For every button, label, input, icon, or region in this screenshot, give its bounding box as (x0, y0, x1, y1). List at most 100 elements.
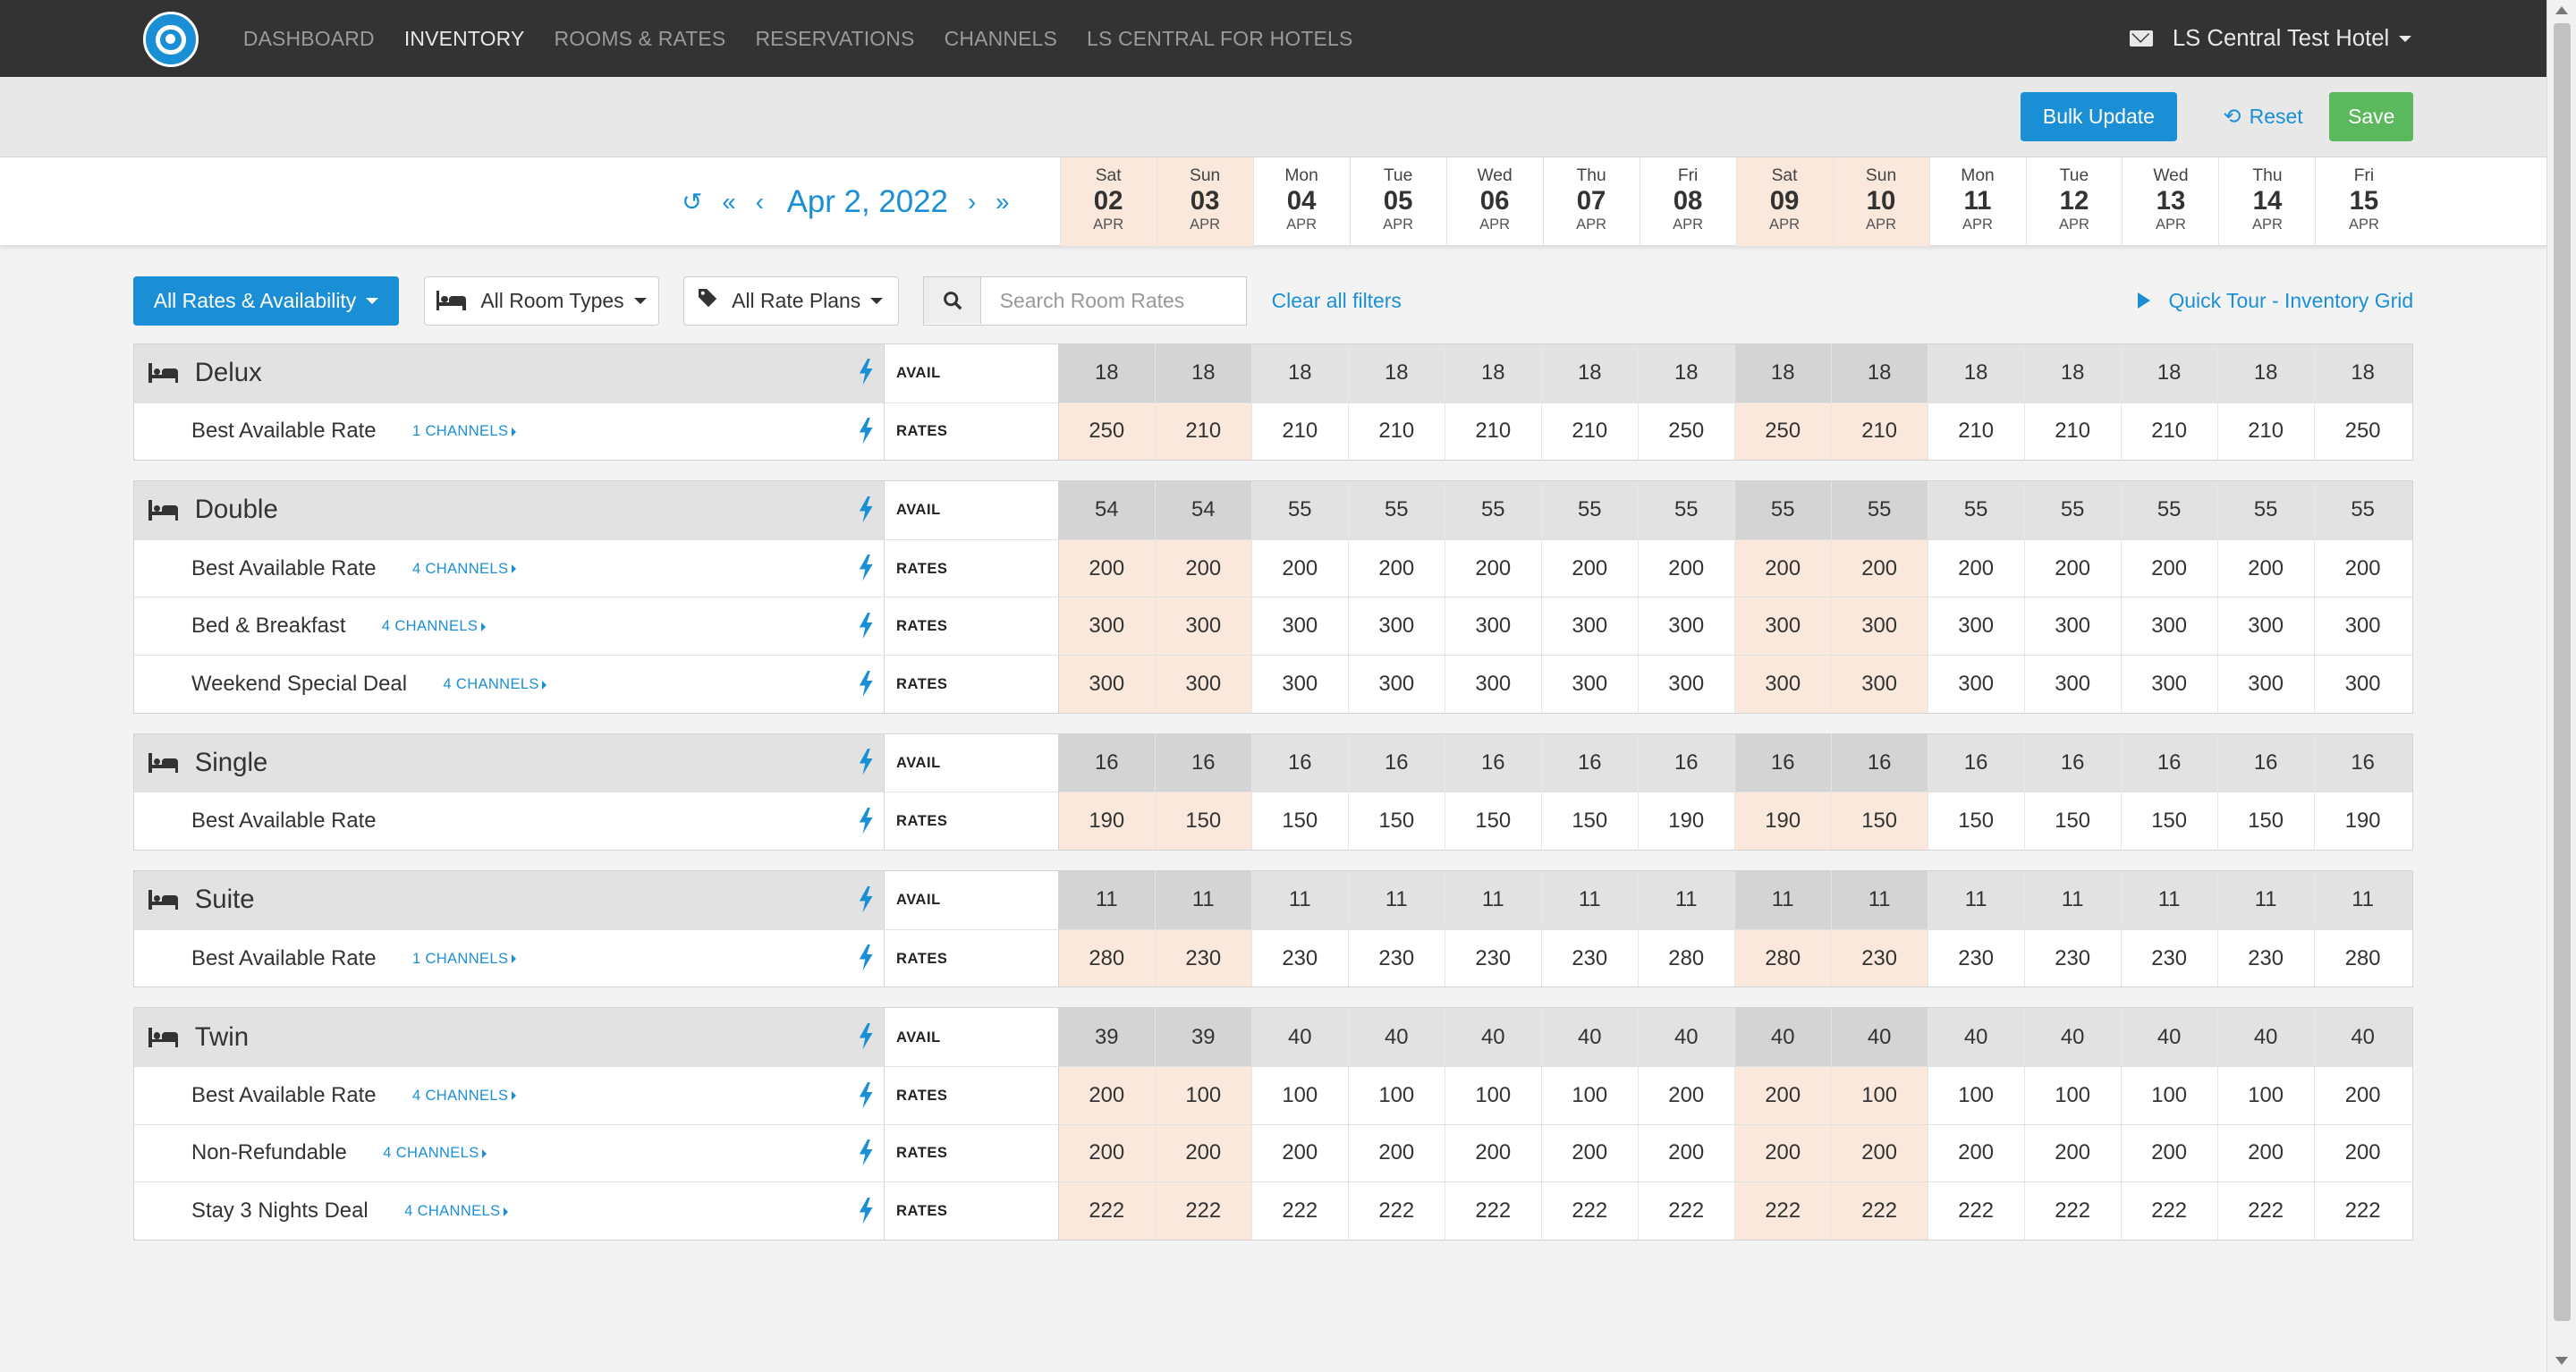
channels-link[interactable]: 4 CHANNELS (382, 617, 486, 635)
avail-cell[interactable]: 40 (2217, 1008, 2315, 1067)
quick-tour-link[interactable]: Quick Tour - Inventory Grid (2138, 276, 2413, 326)
lightning-icon[interactable] (858, 418, 874, 445)
rate-cell[interactable]: 300 (1734, 656, 1832, 713)
avail-cell[interactable]: 18 (1058, 343, 1156, 402)
avail-cell[interactable]: 11 (1155, 871, 1252, 929)
rate-cell[interactable]: 300 (2218, 597, 2315, 656)
avail-cell[interactable]: 18 (1348, 343, 1445, 402)
rate-cell[interactable]: 150 (2025, 792, 2122, 851)
rate-cell[interactable]: 280 (1058, 929, 1156, 987)
avail-cell[interactable]: 40 (1348, 1008, 1445, 1067)
rate-cell[interactable]: 230 (1349, 929, 1445, 987)
avail-cell[interactable]: 55 (1348, 481, 1445, 539)
rate-cell[interactable]: 150 (2218, 792, 2315, 851)
avail-cell[interactable]: 18 (1155, 343, 1252, 402)
clear-filters-link[interactable]: Clear all filters (1271, 288, 1402, 312)
avail-cell[interactable]: 39 (1155, 1008, 1252, 1067)
scroll-thumb[interactable] (2554, 22, 2571, 1321)
search-input[interactable] (981, 288, 1228, 313)
rate-cell[interactable]: 210 (1831, 402, 1928, 461)
avail-cell[interactable]: 18 (2121, 343, 2218, 402)
rate-cell[interactable]: 100 (1928, 1067, 2025, 1124)
vertical-scrollbar[interactable] (2546, 0, 2576, 1372)
day-column[interactable]: Mon 11 APR (1928, 157, 2026, 247)
rate-cell[interactable]: 200 (1349, 539, 1445, 597)
rate-cell[interactable]: 210 (1928, 402, 2025, 461)
rate-cell[interactable]: 230 (2218, 929, 2315, 987)
rate-cell[interactable]: 150 (2122, 792, 2218, 851)
rate-cell[interactable]: 300 (1445, 656, 1542, 713)
rate-cell[interactable]: 100 (1445, 1067, 1542, 1124)
avail-cell[interactable]: 11 (1734, 871, 1832, 929)
rate-cell[interactable]: 200 (1155, 1124, 1252, 1182)
avail-cell[interactable]: 11 (2024, 871, 2122, 929)
avail-cell[interactable]: 55 (1831, 481, 1928, 539)
avail-cell[interactable]: 55 (1445, 481, 1542, 539)
rate-cell[interactable]: 150 (1155, 792, 1252, 851)
day-column[interactable]: Thu 07 APR (1542, 157, 1640, 247)
day-column[interactable]: Sat 09 APR (1735, 157, 1833, 247)
rate-cell[interactable]: 100 (2218, 1067, 2315, 1124)
rate-cell[interactable]: 200 (2218, 1124, 2315, 1182)
day-column[interactable]: Fri 15 APR (2315, 157, 2411, 247)
rate-cell[interactable]: 150 (1349, 792, 1445, 851)
lightning-icon[interactable] (858, 749, 874, 775)
rate-cell[interactable]: 222 (1542, 1182, 1639, 1240)
rate-cell[interactable]: 250 (2344, 419, 2381, 444)
rate-cell[interactable]: 200 (1445, 1124, 1542, 1182)
rate-cell[interactable]: 100 (1831, 1067, 1928, 1124)
rate-plans-dropdown[interactable]: All Rate Plans (683, 275, 899, 326)
lightning-icon[interactable] (858, 670, 874, 697)
rate-cell[interactable]: 222 (2025, 1182, 2122, 1240)
rate-cell[interactable]: 300 (2344, 671, 2381, 696)
double-chevron-right-icon[interactable]: » (996, 187, 1010, 216)
avail-cell[interactable]: 40 (1541, 1008, 1639, 1067)
avail-cell[interactable]: 11 (1348, 871, 1445, 929)
avail-cell[interactable]: 18 (2314, 343, 2411, 402)
current-date[interactable]: Apr 2, 2022 (786, 183, 948, 219)
avail-cell[interactable]: 16 (2121, 733, 2218, 792)
lightning-icon[interactable] (858, 612, 874, 639)
nav-item-inventory[interactable]: INVENTORY (403, 26, 525, 50)
avail-cell[interactable]: 55 (2121, 481, 2218, 539)
rate-cell[interactable]: 222 (2122, 1182, 2218, 1240)
avail-cell[interactable]: 55 (1928, 481, 2025, 539)
lightning-icon[interactable] (858, 1022, 874, 1050)
day-column[interactable]: Wed 13 APR (2122, 157, 2218, 247)
avail-cell[interactable]: 16 (1541, 733, 1639, 792)
rate-cell[interactable]: 150 (1445, 792, 1542, 851)
channels-link[interactable]: 4 CHANNELS (404, 1202, 508, 1220)
rate-cell[interactable]: 300 (2025, 597, 2122, 656)
rate-cell[interactable]: 300 (1542, 597, 1639, 656)
rate-cell[interactable]: 200 (1058, 1124, 1156, 1182)
avail-cell[interactable]: 11 (1541, 871, 1639, 929)
avail-cell[interactable]: 55 (1541, 481, 1639, 539)
avail-cell[interactable]: 16 (1251, 733, 1349, 792)
scroll-down-icon[interactable] (2555, 1357, 2569, 1366)
avail-cell[interactable]: 55 (1734, 481, 1832, 539)
rate-cell[interactable]: 200 (2122, 1124, 2218, 1182)
rate-cell[interactable]: 100 (1252, 1067, 1349, 1124)
rate-cell[interactable]: 190 (2344, 809, 2381, 834)
rate-cell[interactable]: 200 (1639, 539, 1735, 597)
avail-cell[interactable]: 16 (1831, 733, 1928, 792)
rate-cell[interactable]: 300 (1155, 656, 1252, 713)
avail-cell[interactable]: 16 (2024, 733, 2122, 792)
rate-cell[interactable]: 100 (2122, 1067, 2218, 1124)
avail-cell[interactable]: 18 (1831, 343, 1928, 402)
avail-cell[interactable]: 39 (1058, 1008, 1156, 1067)
avail-cell[interactable]: 11 (2314, 871, 2411, 929)
avail-cell[interactable]: 11 (1928, 871, 2025, 929)
rate-cell[interactable]: 230 (1252, 929, 1349, 987)
channels-link[interactable]: 4 CHANNELS (412, 560, 516, 578)
rate-cell[interactable]: 222 (1349, 1182, 1445, 1240)
rate-cell[interactable]: 200 (1445, 539, 1542, 597)
rate-cell[interactable]: 300 (1058, 656, 1156, 713)
avail-cell[interactable]: 11 (1251, 871, 1349, 929)
rate-cell[interactable]: 100 (2025, 1067, 2122, 1124)
rate-cell[interactable]: 210 (1542, 402, 1639, 461)
rate-cell[interactable]: 300 (1928, 656, 2025, 713)
channels-link[interactable]: 1 CHANNELS (412, 950, 516, 968)
avail-cell[interactable]: 16 (1928, 733, 2025, 792)
lightning-icon[interactable] (858, 1081, 874, 1108)
